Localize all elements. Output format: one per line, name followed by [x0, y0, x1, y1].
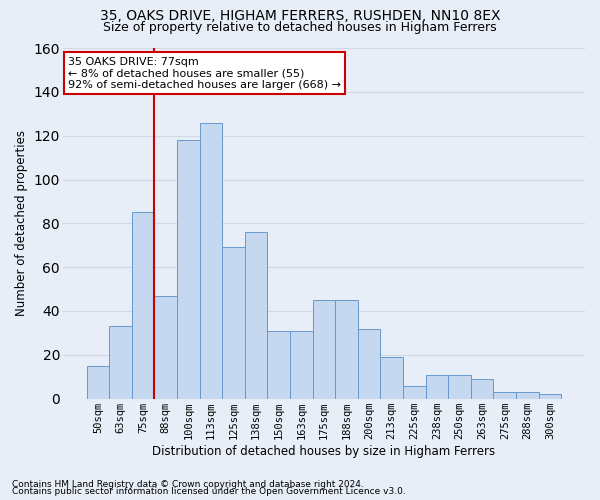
Bar — [335, 300, 358, 398]
Bar — [109, 326, 132, 398]
Text: Contains HM Land Registry data © Crown copyright and database right 2024.: Contains HM Land Registry data © Crown c… — [12, 480, 364, 489]
Bar — [200, 122, 222, 398]
Bar — [380, 357, 403, 399]
Text: 35, OAKS DRIVE, HIGHAM FERRERS, RUSHDEN, NN10 8EX: 35, OAKS DRIVE, HIGHAM FERRERS, RUSHDEN,… — [100, 9, 500, 23]
Bar — [132, 212, 154, 398]
Bar — [516, 392, 539, 398]
Bar — [290, 330, 313, 398]
Bar — [539, 394, 561, 398]
Text: Contains public sector information licensed under the Open Government Licence v3: Contains public sector information licen… — [12, 488, 406, 496]
Bar — [358, 328, 380, 398]
Bar — [86, 366, 109, 398]
Bar — [448, 374, 471, 398]
Bar — [245, 232, 268, 398]
X-axis label: Distribution of detached houses by size in Higham Ferrers: Distribution of detached houses by size … — [152, 444, 496, 458]
Text: 35 OAKS DRIVE: 77sqm
← 8% of detached houses are smaller (55)
92% of semi-detach: 35 OAKS DRIVE: 77sqm ← 8% of detached ho… — [68, 57, 341, 90]
Bar — [471, 379, 493, 398]
Bar — [268, 330, 290, 398]
Bar — [313, 300, 335, 398]
Bar — [425, 374, 448, 398]
Bar — [177, 140, 200, 398]
Bar — [403, 386, 425, 398]
Bar — [222, 248, 245, 398]
Text: Size of property relative to detached houses in Higham Ferrers: Size of property relative to detached ho… — [103, 22, 497, 35]
Y-axis label: Number of detached properties: Number of detached properties — [15, 130, 28, 316]
Bar — [154, 296, 177, 399]
Bar — [493, 392, 516, 398]
